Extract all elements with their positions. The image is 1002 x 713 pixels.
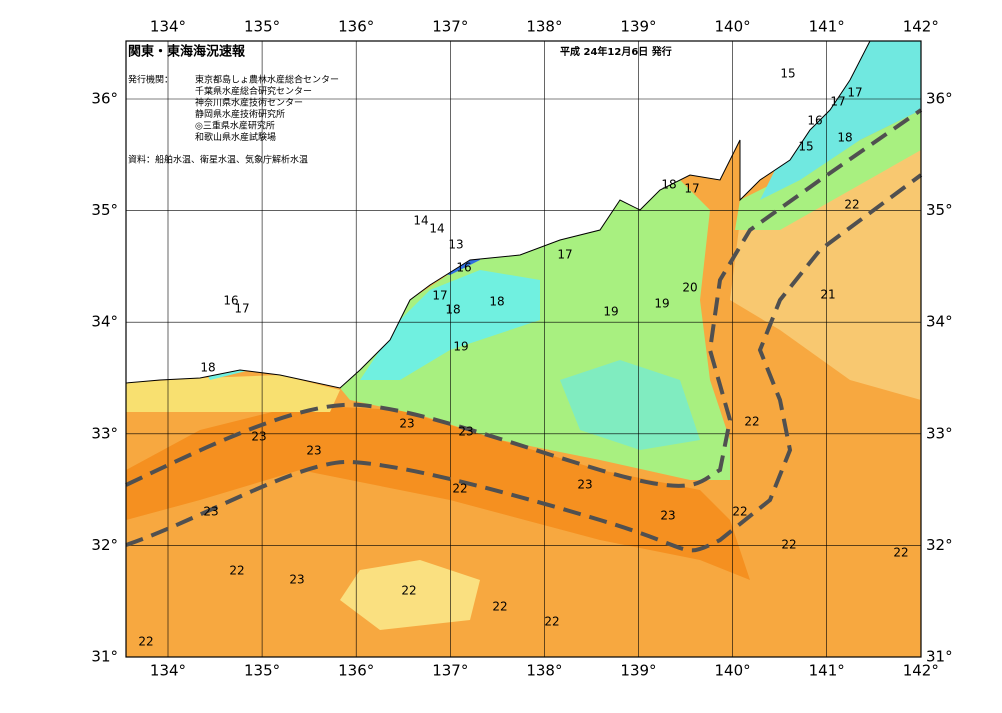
issue-date: 平成 24年12月6日 発行 [560,45,672,58]
lat-label-left: 35° [91,201,118,219]
teal-zone [560,360,700,450]
title: 関東・東海海況速報 [128,44,246,60]
lon-label-bottom: 135° [244,662,280,680]
lat-label-right: 31° [926,648,953,666]
contour-label: 22 [744,415,759,429]
contour-label: 19 [654,297,669,311]
contour-label: 23 [458,425,473,439]
cyan-zone [760,41,921,200]
contour-label: 22 [452,482,467,496]
lat-label-right: 32° [926,536,953,554]
lat-label-right: 35° [926,201,953,219]
lon-label-top: 137° [432,18,468,36]
contour-label: 18 [445,303,460,317]
contour-label: 18 [661,178,676,192]
lon-label-top: 135° [244,18,280,36]
contour-label: 22 [492,600,507,614]
contour-label: 20 [682,281,697,295]
contour-label: 16 [223,294,238,308]
agency: 和歌山県水産試験場 [195,131,276,143]
agency: 静岡県水産技術研究所 [195,108,285,120]
kuroshio-front [125,108,923,488]
contour-label: 15 [798,140,813,154]
contour-label: 18 [200,361,215,375]
contour-label: 22 [229,564,244,578]
agency: 神奈川県水産技術センター [195,97,303,109]
lon-label-top: 141° [809,18,845,36]
contour-label: 23 [306,444,321,458]
lon-label-bottom: 136° [338,662,374,680]
contour-label: 15 [780,67,795,81]
lon-label-top: 139° [620,18,656,36]
contour-label: 18 [489,295,504,309]
lon-label-bottom: 140° [715,662,751,680]
contour-label: 21 [820,288,835,302]
contour-label: 17 [557,248,572,262]
lon-label-bottom: 134° [150,662,186,680]
contour-label: 17 [684,182,699,196]
warm-band [126,405,750,580]
agency: 東京都島しょ農林水産総合センター [195,74,339,86]
agencies-label: 発行機関： [128,74,173,86]
contour-label: 16 [807,114,822,128]
lon-label-bottom: 142° [903,662,939,680]
lat-label-right: 34° [926,313,953,331]
contour-label: 23 [251,430,266,444]
map-frame [125,40,922,658]
contour-label: 14 [429,222,444,236]
lon-label-top: 134° [150,18,186,36]
lat-label-right: 33° [926,424,953,442]
contour-label: 22 [732,505,747,519]
contour-label: 17 [234,302,249,316]
contour-label: 22 [138,635,153,649]
contour-label: 18 [837,131,852,145]
land [125,40,871,389]
contour-label: 14 [413,214,428,228]
lat-label-left: 34° [91,313,118,331]
agency: 千葉県水産総合研究センター [195,85,312,97]
lat-label-left: 31° [91,648,118,666]
contour-label: 19 [453,340,468,354]
contour-label: 17 [847,86,862,100]
lat-label-left: 32° [91,536,118,554]
contour-label: 17 [830,95,845,109]
contour-label: 23 [660,509,675,523]
contour-label: 16 [456,261,471,275]
lon-label-bottom: 139° [620,662,656,680]
lat-label-right: 36° [926,90,953,108]
lon-label-top: 136° [338,18,374,36]
lon-label-bottom: 138° [526,662,562,680]
contour-label: 19 [603,305,618,319]
contour-label: 22 [401,584,416,598]
lat-label-left: 33° [91,424,118,442]
yellow-zone [340,560,480,630]
lat-label-left: 36° [91,90,118,108]
kuroshio-front [125,173,923,553]
contour-label: 17 [432,289,447,303]
contour-label: 23 [399,417,414,431]
contour-label: 23 [289,573,304,587]
lon-label-bottom: 141° [809,662,845,680]
contour-label: 23 [577,478,592,492]
lon-label-top: 138° [526,18,562,36]
contour-label: 22 [544,615,559,629]
coastline [125,40,871,389]
contour-label: 22 [893,546,908,560]
agency: ◎三重県水産研究所 [195,120,275,132]
lon-label-top: 140° [715,18,751,36]
source: 資料：船舶水温、衛星水温、気象庁解析水温 [128,154,308,166]
contour-label: 23 [203,505,218,519]
lon-label-top: 142° [903,18,939,36]
yellow-zone [126,375,340,412]
lon-label-bottom: 137° [432,662,468,680]
contour-label: 22 [781,538,796,552]
contour-label: 22 [844,198,859,212]
contour-label: 13 [448,238,463,252]
